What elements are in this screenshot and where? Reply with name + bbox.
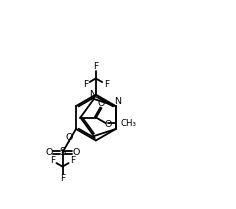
- Text: F: F: [83, 80, 88, 89]
- Text: F: F: [93, 62, 98, 71]
- Text: F: F: [70, 156, 75, 165]
- Text: O: O: [73, 148, 80, 157]
- Text: CH₃: CH₃: [121, 119, 137, 127]
- Text: S: S: [59, 147, 66, 157]
- Text: O: O: [105, 120, 112, 129]
- Text: O: O: [66, 133, 73, 142]
- Text: F: F: [104, 80, 109, 89]
- Text: F: F: [60, 173, 65, 183]
- Text: O: O: [98, 99, 105, 108]
- Text: O: O: [45, 148, 52, 157]
- Text: N: N: [114, 97, 121, 106]
- Text: F: F: [50, 156, 55, 165]
- Text: N: N: [89, 90, 96, 99]
